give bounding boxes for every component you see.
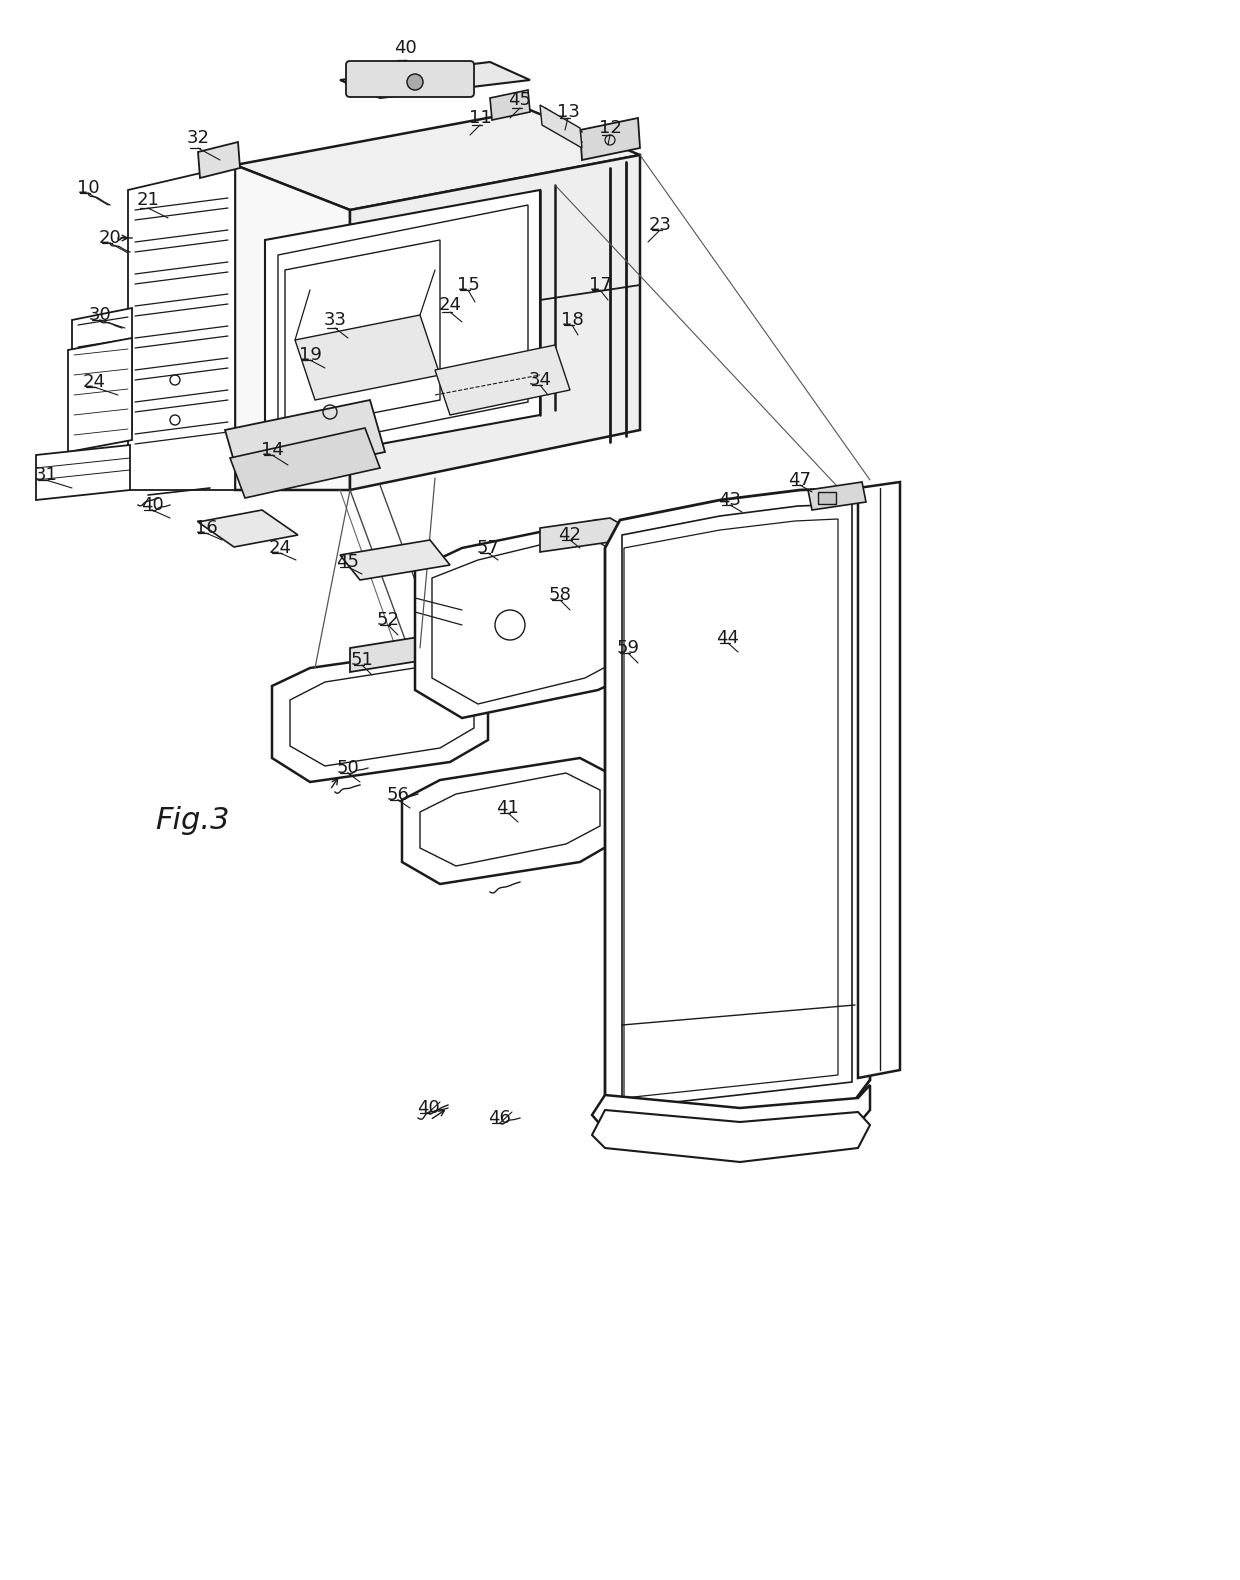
Text: 50: 50	[336, 758, 360, 777]
Text: 13: 13	[557, 103, 579, 122]
Polygon shape	[490, 90, 529, 120]
Polygon shape	[36, 446, 130, 499]
Text: 16: 16	[195, 518, 217, 537]
Text: 24: 24	[439, 295, 461, 314]
Text: 19: 19	[299, 346, 321, 363]
Polygon shape	[402, 758, 618, 883]
Text: Fig.3: Fig.3	[155, 806, 229, 834]
Text: 46: 46	[489, 1109, 511, 1127]
Text: 20: 20	[99, 229, 122, 246]
Text: 51: 51	[351, 651, 373, 668]
Polygon shape	[224, 400, 384, 482]
Polygon shape	[539, 104, 582, 149]
Text: 23: 23	[649, 216, 672, 234]
Polygon shape	[295, 314, 440, 400]
Text: 18: 18	[560, 311, 583, 329]
Polygon shape	[591, 1111, 870, 1161]
Text: 59: 59	[616, 638, 640, 657]
Text: 32: 32	[186, 130, 210, 147]
Text: 52: 52	[377, 611, 399, 629]
Polygon shape	[432, 534, 627, 705]
Polygon shape	[265, 190, 539, 465]
Polygon shape	[68, 338, 131, 452]
Text: 40: 40	[417, 1100, 439, 1117]
Polygon shape	[340, 62, 529, 98]
Polygon shape	[229, 428, 379, 498]
Polygon shape	[858, 482, 900, 1078]
Polygon shape	[808, 482, 866, 510]
Polygon shape	[290, 664, 474, 766]
Polygon shape	[236, 111, 640, 210]
Text: 15: 15	[456, 276, 480, 294]
Text: 58: 58	[548, 586, 572, 604]
Text: 34: 34	[528, 371, 552, 389]
Text: 24: 24	[83, 373, 105, 390]
Polygon shape	[580, 118, 640, 160]
Text: 14: 14	[260, 441, 284, 460]
Polygon shape	[435, 344, 570, 416]
Text: 45: 45	[336, 553, 360, 570]
Text: 40: 40	[140, 496, 164, 514]
Polygon shape	[415, 520, 645, 717]
Polygon shape	[605, 488, 870, 1125]
Text: 12: 12	[599, 118, 621, 137]
Text: 43: 43	[718, 491, 742, 509]
Text: 41: 41	[496, 799, 520, 817]
Text: 10: 10	[77, 179, 99, 198]
Text: 17: 17	[589, 276, 611, 294]
Polygon shape	[591, 1085, 870, 1142]
Polygon shape	[420, 773, 600, 866]
Polygon shape	[624, 518, 838, 1098]
Text: 40: 40	[393, 40, 417, 57]
Polygon shape	[350, 155, 640, 490]
Text: 42: 42	[558, 526, 582, 544]
Text: 44: 44	[717, 629, 739, 646]
Polygon shape	[539, 518, 640, 558]
Polygon shape	[350, 637, 455, 672]
Text: 57: 57	[476, 539, 500, 558]
Text: 31: 31	[35, 466, 57, 483]
Polygon shape	[278, 205, 528, 452]
Text: 33: 33	[324, 311, 346, 329]
Polygon shape	[198, 142, 241, 179]
Polygon shape	[236, 164, 350, 490]
Text: 56: 56	[387, 785, 409, 804]
Polygon shape	[622, 504, 852, 1108]
Text: 47: 47	[789, 471, 811, 488]
Text: 24: 24	[269, 539, 291, 558]
Polygon shape	[72, 308, 131, 442]
Circle shape	[407, 74, 423, 90]
Polygon shape	[198, 510, 298, 547]
Polygon shape	[128, 164, 236, 490]
Text: 11: 11	[469, 109, 491, 126]
FancyBboxPatch shape	[346, 62, 474, 96]
Polygon shape	[340, 540, 450, 580]
Text: 45: 45	[508, 92, 532, 109]
Polygon shape	[285, 240, 440, 430]
Text: 21: 21	[136, 191, 160, 209]
Polygon shape	[272, 648, 489, 782]
Bar	[818, 491, 836, 504]
Text: 30: 30	[88, 307, 112, 324]
